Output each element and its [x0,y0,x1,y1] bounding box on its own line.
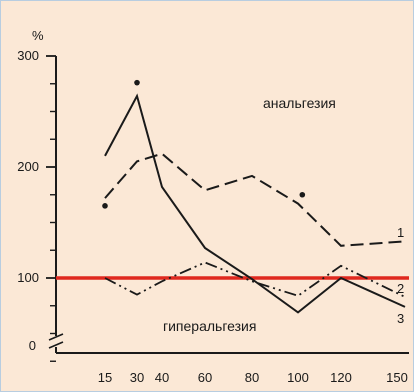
y-minor-ticks [46,55,56,362]
series-label-1: 1 [397,225,404,240]
annotation-hyperalgesia: гиперальгезия [163,318,256,334]
axis-break-mark [48,333,64,341]
data-point [134,79,140,86]
x-tick-label: 120 [330,370,352,385]
axis-break-mark [48,341,64,349]
x-tick-label: 80 [245,370,259,385]
x-tick-label: 30 [130,370,144,385]
series-label-3: 3 [397,311,404,326]
series-line-3 [104,93,406,314]
x-tick-label: 60 [198,370,212,385]
x-tick-label: 40 [155,370,169,385]
annotation-analgesia: анальгезия [263,95,336,111]
y-tick-label: 200 [17,159,39,174]
x-tick-label: 150 [386,370,408,385]
y-axis-label: % [32,28,44,43]
x-tick-label: 15 [98,370,112,385]
series-label-2: 2 [397,281,404,296]
data-point [102,203,108,209]
y-tick-label: 300 [17,48,39,63]
y-tick-label: 100 [17,270,39,285]
series-line-2 [104,261,406,298]
x-tick-label: 100 [287,370,309,385]
y-tick-label: 0 [29,338,36,353]
series-line-1 [104,152,406,247]
data-point [299,191,306,198]
